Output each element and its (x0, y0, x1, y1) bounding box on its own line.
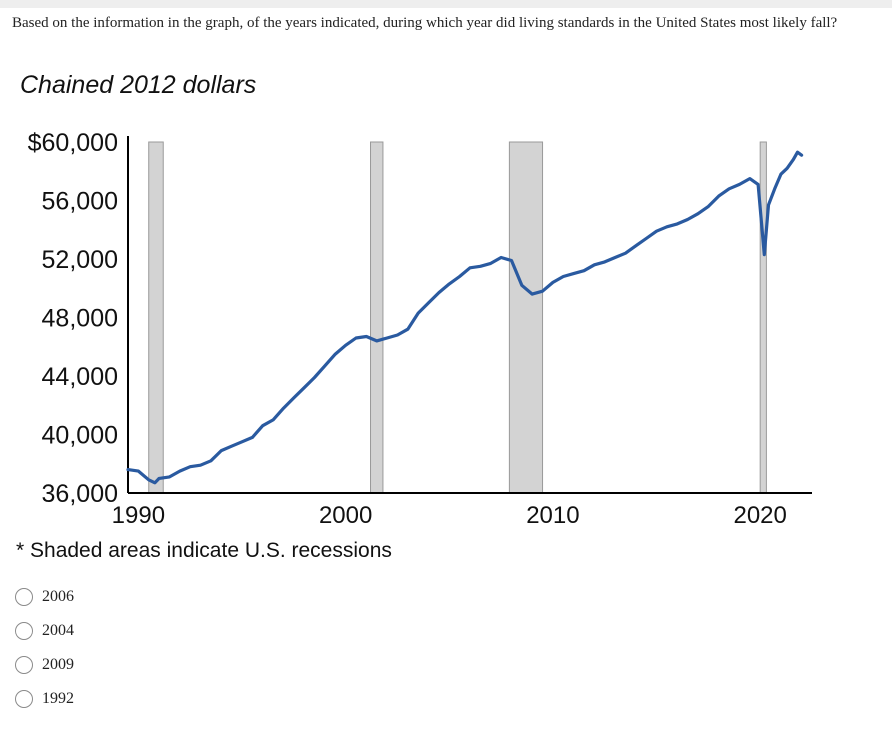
answer-options: 2006 2004 2009 1992 (15, 580, 74, 716)
option-2004[interactable]: 2004 (15, 614, 74, 648)
data-series (126, 150, 804, 485)
recession-bands (148, 141, 767, 494)
recession-band-4 (759, 141, 767, 494)
recession-band-2 (370, 141, 384, 494)
recession-band-1 (148, 141, 164, 494)
x-tick-label: 1990 (112, 502, 165, 529)
x-tick-labels: 1990 2000 2010 2020 (112, 502, 787, 529)
y-tick-label: $60,000 (28, 129, 118, 157)
radio-button[interactable] (15, 690, 33, 708)
question-text: Based on the information in the graph, o… (12, 15, 838, 31)
option-label: 2006 (42, 588, 74, 605)
x-tick-label: 2000 (319, 502, 372, 529)
chart-axes (127, 136, 812, 494)
units-label: Chained 2012 dollars (20, 71, 256, 99)
y-tick-label: 56,000 (42, 188, 118, 216)
option-1992[interactable]: 1992 (15, 682, 74, 716)
y-tick-label: 36,000 (42, 480, 118, 508)
y-tick-labels: $60,000 56,000 52,000 48,000 44,000 40,000 36,… (28, 129, 118, 508)
option-label: 1992 (42, 690, 74, 707)
recession-note: * Shaded areas indicate U.S. recessions (16, 539, 392, 562)
series-line-1 (126, 150, 804, 485)
y-tick-label: 44,000 (42, 363, 118, 391)
top-bar (0, 0, 892, 8)
x-tick-label: 2020 (733, 502, 786, 529)
option-2009[interactable]: 2009 (15, 648, 74, 682)
option-label: 2009 (42, 656, 74, 673)
y-tick-label: 40,000 (42, 422, 118, 450)
y-tick-label: 48,000 (42, 305, 118, 333)
gdp-line-chart: Chained 2012 dollars $60,000 56,000 52,000… (20, 71, 812, 529)
option-2006[interactable]: 2006 (15, 580, 74, 614)
x-tick-label: 2010 (526, 502, 579, 529)
y-tick-label: 52,000 (42, 246, 118, 274)
option-label: 2004 (42, 622, 74, 639)
radio-button[interactable] (15, 622, 33, 640)
radio-button[interactable] (15, 656, 33, 674)
radio-button[interactable] (15, 588, 33, 606)
recession-band-3 (508, 141, 544, 494)
